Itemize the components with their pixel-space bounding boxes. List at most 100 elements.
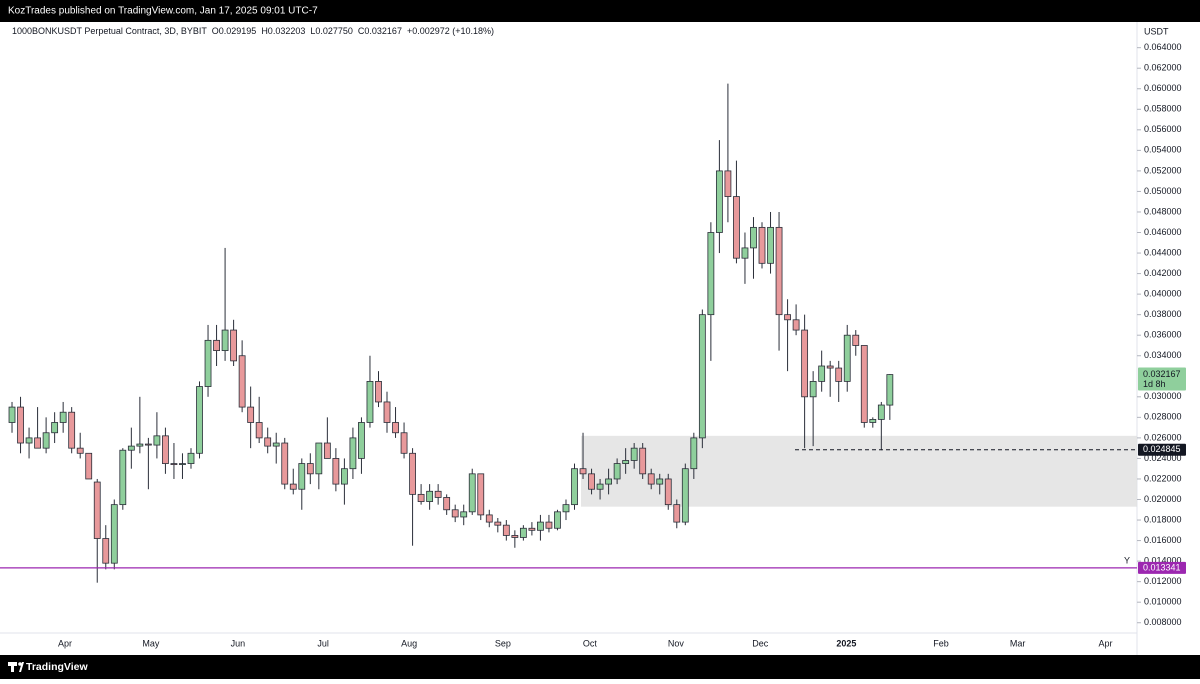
candle-body xyxy=(656,478,664,485)
candle-body xyxy=(562,504,570,513)
candle-body xyxy=(613,463,621,480)
candle-body xyxy=(340,468,348,485)
candle-body xyxy=(110,504,118,564)
candle-body xyxy=(579,468,587,475)
candle-body xyxy=(494,521,502,526)
candle-body xyxy=(119,449,127,506)
candle-body xyxy=(468,473,476,513)
ohlc-value: L0.027750 xyxy=(310,26,353,36)
support-zone xyxy=(581,435,1137,507)
candle-body xyxy=(588,473,595,490)
candle-body xyxy=(707,232,715,316)
candle-body xyxy=(409,452,416,495)
candle-body xyxy=(315,442,323,475)
candle-body xyxy=(605,478,612,485)
y-tick-label: 0.038000 xyxy=(1144,309,1182,319)
candle-body xyxy=(443,497,451,511)
candle-body xyxy=(247,406,255,423)
candle-body xyxy=(306,463,314,475)
y-tick-label: 0.040000 xyxy=(1144,289,1182,299)
candle-body xyxy=(775,226,783,316)
candle-body xyxy=(826,365,834,369)
candle-body xyxy=(869,419,877,423)
candle-body xyxy=(511,535,519,538)
candle-body xyxy=(681,468,689,523)
candle-body xyxy=(537,521,544,531)
price-badge xyxy=(1138,561,1186,574)
candle-body xyxy=(724,170,732,197)
candle-body xyxy=(519,527,527,538)
y-tick-label: 0.064000 xyxy=(1144,42,1182,52)
candle-body xyxy=(332,458,340,485)
candle-body xyxy=(860,345,868,423)
candle-body xyxy=(349,437,357,470)
candle-body xyxy=(750,226,757,249)
candle-body xyxy=(51,422,59,434)
candle-body xyxy=(451,509,459,518)
candle-body xyxy=(187,452,195,464)
y-tick-label: 0.018000 xyxy=(1144,514,1182,524)
candle-body xyxy=(264,437,272,447)
candle-body xyxy=(502,524,510,536)
candle-body xyxy=(375,381,382,403)
candle-body xyxy=(153,435,161,446)
ohlc-value: O0.029195 xyxy=(212,26,257,36)
x-tick-label: Dec xyxy=(752,638,769,648)
candle-body xyxy=(196,386,203,454)
price-badge-label: 0.024845 xyxy=(1143,444,1181,454)
candle-body xyxy=(639,447,647,475)
x-tick-label: Mar xyxy=(1010,638,1026,648)
candle-body xyxy=(289,483,297,490)
y-tick-label: 0.044000 xyxy=(1144,247,1182,257)
brand: TradingView xyxy=(26,661,88,673)
candle-body xyxy=(426,490,434,502)
y-tick-label: 0.014000 xyxy=(1144,555,1182,565)
symbol-title: 1000BONKUSDT Perpetual Contract, 3D, BYB… xyxy=(12,26,207,36)
candle-body xyxy=(213,339,220,352)
y-tick-label: 0.058000 xyxy=(1144,104,1182,114)
candle-body xyxy=(272,442,280,447)
candle-body xyxy=(392,422,399,434)
candle-body xyxy=(485,514,493,523)
candle-body xyxy=(733,196,740,259)
candle-body xyxy=(477,473,485,516)
y-tick-label: 0.046000 xyxy=(1144,227,1182,237)
x-tick-label: Feb xyxy=(933,638,949,648)
candle-body xyxy=(17,406,24,444)
candle-body xyxy=(358,422,365,459)
x-tick-label: Apr xyxy=(1098,638,1112,648)
ohlc-value: H0.032203 xyxy=(261,26,305,36)
candle-body xyxy=(571,468,578,506)
candle-body xyxy=(162,435,169,464)
symbol-legend: 1000BONKUSDT Perpetual Contract, 3D, BYB… xyxy=(12,26,494,36)
candle-body xyxy=(630,447,638,461)
candle-body xyxy=(127,445,135,451)
candle-body xyxy=(85,452,93,480)
candle-body xyxy=(843,334,851,382)
bottom-bar xyxy=(0,655,1200,679)
candle-body xyxy=(170,463,178,465)
candle-body xyxy=(835,367,843,382)
candle-body xyxy=(76,447,84,454)
logo xyxy=(8,662,24,672)
candle-body xyxy=(801,329,809,398)
candle-body xyxy=(68,411,76,449)
candle-body xyxy=(238,355,246,408)
x-tick-label: Oct xyxy=(583,638,598,648)
y-tick-label: 0.052000 xyxy=(1144,165,1182,175)
y-tick-label: 0.008000 xyxy=(1144,617,1182,627)
candle-body xyxy=(545,521,553,529)
candle-body xyxy=(784,314,791,321)
plot-area xyxy=(8,83,1137,583)
candle-body xyxy=(715,170,723,233)
candle-body xyxy=(204,339,212,387)
x-tick-label: Aug xyxy=(401,638,417,648)
candle-body xyxy=(221,329,229,352)
y-tick-label: 0.042000 xyxy=(1144,268,1182,278)
x-tick-label: Apr xyxy=(58,638,72,648)
y-tick-label: 0.020000 xyxy=(1144,494,1182,504)
y-tick-label: 0.048000 xyxy=(1144,206,1182,216)
x-tick-label: 2025 xyxy=(836,638,856,648)
